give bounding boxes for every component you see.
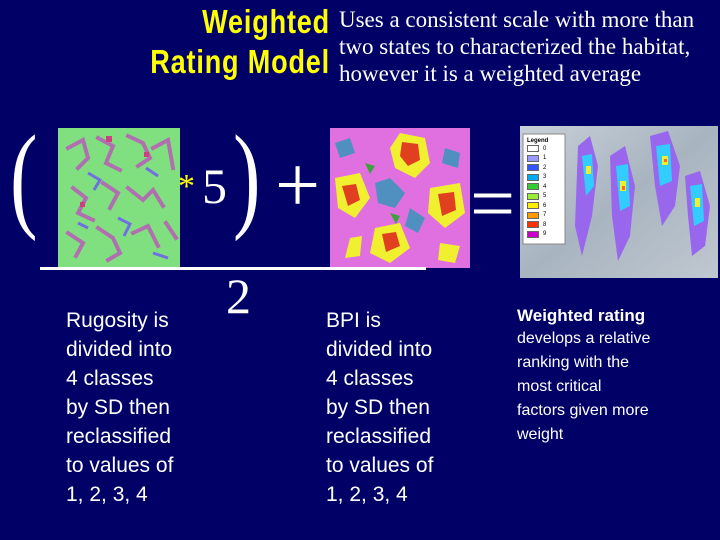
bpi-line: 1, 2, 3, 4	[326, 483, 408, 506]
legend-swatch	[527, 173, 539, 181]
legend-swatch	[527, 211, 539, 219]
legend-entry: 8	[527, 220, 563, 230]
rugosity-line: reclassified	[66, 425, 172, 448]
legend-swatch	[527, 154, 539, 162]
weight-value: 5	[202, 158, 227, 214]
weighted-line: ranking with the	[517, 354, 630, 371]
rugosity-line: divided into	[66, 338, 173, 361]
legend-swatch	[527, 164, 539, 172]
legend-entry: 4	[527, 182, 563, 192]
rugosity-map-image	[58, 128, 180, 268]
rugosity-line: 4 classes	[66, 367, 154, 390]
legend-swatch	[527, 145, 539, 153]
subtitle-line-2: two states to characterized the habitat,	[339, 34, 691, 59]
legend-entry: 0	[527, 144, 563, 154]
slide-title: Weighted Rating Model	[92, 2, 330, 82]
bpi-description: BPI is divided into 4 classes by SD then…	[326, 306, 496, 509]
legend-entries: 0 1 2 3 4 5 6 7 8 9	[527, 144, 563, 239]
bpi-line: by SD then	[326, 396, 430, 419]
weighted-line: most critical	[517, 378, 602, 395]
legend-entry: 5	[527, 192, 563, 202]
legend-title: Legend	[527, 138, 549, 144]
legend-label: 7	[543, 212, 547, 219]
legend-label: 3	[543, 174, 547, 181]
close-paren: )	[233, 111, 261, 242]
legend-entry: 3	[527, 173, 563, 183]
weighted-line: weight	[517, 426, 564, 443]
bpi-map-image	[330, 128, 470, 268]
legend-entry: 2	[527, 163, 563, 173]
subtitle-line-3: however it is a weighted average	[339, 61, 642, 86]
divisor-value: 2	[226, 268, 251, 324]
equals-sign: =	[470, 160, 516, 248]
rugosity-line: to values of	[66, 454, 174, 477]
rugosity-line: 1, 2, 3, 4	[66, 483, 148, 506]
legend-label: 1	[543, 155, 547, 162]
rugosity-line: Rugosity is	[66, 309, 169, 332]
fraction-bar	[40, 267, 426, 270]
rugosity-description: Rugosity is divided into 4 classes by SD…	[66, 306, 236, 509]
legend-label: 8	[543, 221, 547, 228]
subtitle-line-1: Uses a consistent scale with more than	[339, 7, 695, 32]
weighted-rating-description: Weighted rating develops a relative rank…	[517, 305, 717, 447]
legend-label: 2	[543, 164, 547, 171]
legend-entry: 6	[527, 201, 563, 211]
legend-label: 6	[543, 202, 547, 209]
plus-sign: +	[275, 142, 321, 230]
bpi-line: BPI is	[326, 309, 381, 332]
rugosity-line: by SD then	[66, 396, 170, 419]
weighted-line: factors given more	[517, 402, 649, 419]
legend-label: 5	[543, 193, 547, 200]
bpi-line: reclassified	[326, 425, 432, 448]
title-line-1: Weighted	[202, 3, 330, 40]
legend-entry: 9	[527, 230, 563, 240]
map-legend: Legend 0 1 2 3 4 5 6 7 8 9	[527, 138, 563, 239]
legend-label: 9	[543, 231, 547, 238]
title-line-2: Rating Model	[150, 43, 330, 80]
legend-swatch	[527, 230, 539, 238]
slide-subtitle: Uses a consistent scale with more than t…	[339, 6, 719, 87]
legend-swatch	[527, 183, 539, 191]
open-paren: (	[10, 111, 38, 242]
legend-label: 0	[543, 145, 547, 152]
bpi-line: divided into	[326, 338, 433, 361]
multiply-sign: *	[178, 168, 195, 205]
bpi-line: 4 classes	[326, 367, 414, 390]
legend-swatch	[527, 192, 539, 200]
legend-entry: 1	[527, 154, 563, 164]
legend-entry: 7	[527, 211, 563, 221]
weighted-rating-title: Weighted rating	[517, 306, 646, 325]
bpi-line: to values of	[326, 454, 434, 477]
legend-swatch	[527, 221, 539, 229]
weighted-line: develops a relative	[517, 330, 651, 347]
legend-label: 4	[543, 183, 547, 190]
legend-swatch	[527, 202, 539, 210]
